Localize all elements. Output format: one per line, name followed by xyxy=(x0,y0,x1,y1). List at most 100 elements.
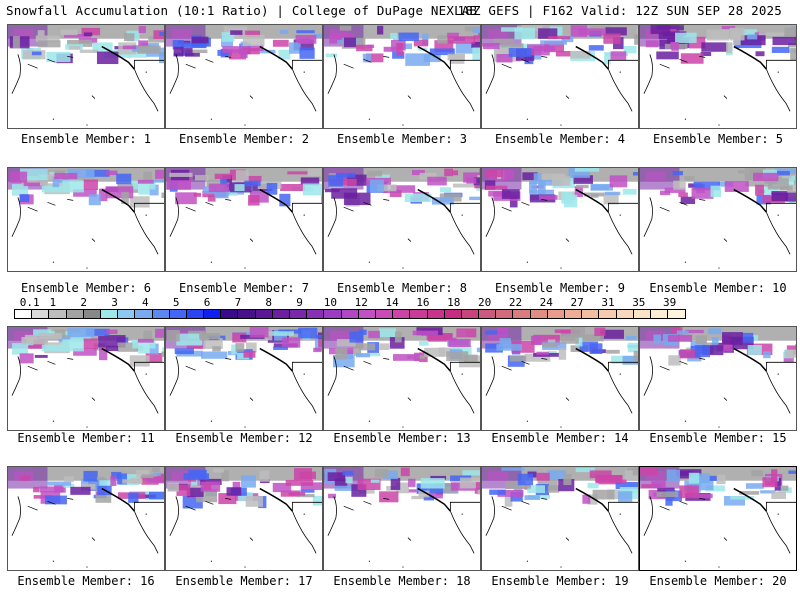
ensemble-member-map-9 xyxy=(481,167,639,272)
model-run-info: 18Z GEFS | F162 Valid: 12Z SUN SEP 28 20… xyxy=(457,3,782,18)
colorbar-tick-label: 31 xyxy=(601,296,615,309)
colorbar-swatch xyxy=(599,310,617,318)
ensemble-member-map-5 xyxy=(639,24,797,129)
colorbar-swatch xyxy=(358,310,376,318)
ensemble-member-label: Ensemble Member: 11 xyxy=(17,431,155,445)
ensemble-member-label: Ensemble Member: 17 xyxy=(175,574,313,588)
colorbar-tick-label: 39 xyxy=(663,296,677,309)
colorbar-swatch xyxy=(255,310,273,318)
ensemble-member-label: Ensemble Member: 15 xyxy=(649,431,787,445)
colorbar-tick-label: 2 xyxy=(80,296,87,309)
ensemble-member-map-7 xyxy=(165,167,323,272)
colorbar-swatch xyxy=(324,310,342,318)
ensemble-member-label: Ensemble Member: 10 xyxy=(649,281,787,295)
colorbar-swatch xyxy=(444,310,462,318)
colorbar-swatch xyxy=(118,310,136,318)
colorbar-tick-label: 10 xyxy=(323,296,338,309)
colorbar-tick-label: 24 xyxy=(539,296,553,309)
colorbar-swatch xyxy=(135,310,153,318)
ensemble-member-map-14 xyxy=(481,326,639,431)
colorbar-swatch xyxy=(496,310,514,318)
colorbar-tick-label: 18 xyxy=(447,296,461,309)
colorbar-tick-label: 20 xyxy=(477,296,492,309)
colorbar-swatch xyxy=(32,310,50,318)
colorbar-swatch xyxy=(461,310,480,318)
ensemble-member-label: Ensemble Member: 14 xyxy=(491,431,629,445)
ensemble-member-label: Ensemble Member: 2 xyxy=(178,132,310,146)
ensemble-member-map-4 xyxy=(481,24,639,129)
colorbar-swatch xyxy=(410,310,428,318)
colorbar-tick-label: 16 xyxy=(416,296,430,309)
ensemble-member-label: Ensemble Member: 9 xyxy=(494,281,626,295)
ensemble-member-map-20 xyxy=(639,466,797,571)
ensemble-member-map-2 xyxy=(165,24,323,129)
colorbar-swatch xyxy=(169,310,187,318)
snowfall-colorbar xyxy=(14,309,687,319)
colorbar-swatch xyxy=(375,310,394,318)
ensemble-member-map-19 xyxy=(481,466,639,571)
colorbar-tick-label: 7 xyxy=(234,296,242,309)
colorbar-swatch xyxy=(100,310,119,318)
ensemble-member-map-18 xyxy=(323,466,481,571)
ensemble-member-label: Ensemble Member: 8 xyxy=(336,281,468,295)
colorbar-tick-label: 4 xyxy=(142,296,149,309)
colorbar-tick-label: 12 xyxy=(354,296,368,309)
ensemble-member-label: Ensemble Member: 6 xyxy=(20,281,152,295)
colorbar-swatch xyxy=(547,310,565,318)
colorbar-swatch xyxy=(238,310,256,318)
colorbar-swatch xyxy=(530,310,548,318)
colorbar-swatch xyxy=(513,310,531,318)
map-title: Snowfall Accumulation (10:1 Ratio) | Col… xyxy=(6,3,478,18)
colorbar-tick-label: 35 xyxy=(632,296,646,309)
ensemble-member-map-17 xyxy=(165,466,323,571)
colorbar-tick-label: 3 xyxy=(111,296,118,309)
colorbar-swatch xyxy=(393,310,411,318)
ensemble-member-map-10 xyxy=(639,167,797,272)
colorbar-tick-label: 9 xyxy=(296,296,303,309)
ensemble-member-label: Ensemble Member: 7 xyxy=(178,281,310,295)
colorbar-swatch xyxy=(427,310,445,318)
colorbar-swatch xyxy=(616,310,634,318)
ensemble-member-label: Ensemble Member: 19 xyxy=(491,574,629,588)
colorbar-swatch xyxy=(668,310,686,318)
colorbar-tick-label: 8 xyxy=(265,296,273,309)
ensemble-member-map-12 xyxy=(165,326,323,431)
ensemble-member-label: Ensemble Member: 16 xyxy=(17,574,155,588)
colorbar-swatch xyxy=(307,310,325,318)
ensemble-member-map-13 xyxy=(323,326,481,431)
colorbar-swatch xyxy=(204,310,222,318)
colorbar-tick-label: 22 xyxy=(508,296,523,309)
colorbar-swatch xyxy=(290,310,308,318)
colorbar-swatch xyxy=(152,310,170,318)
colorbar-swatch xyxy=(565,310,583,318)
colorbar-swatch xyxy=(83,310,101,318)
colorbar-swatch xyxy=(66,310,84,318)
colorbar-swatch xyxy=(633,310,651,318)
colorbar-tick-label: 0.1 xyxy=(19,296,40,309)
ensemble-member-label: Ensemble Member: 18 xyxy=(333,574,471,588)
colorbar-swatch xyxy=(15,310,33,318)
ensemble-member-label: Ensemble Member: 4 xyxy=(494,132,626,146)
ensemble-member-map-16 xyxy=(7,466,165,571)
colorbar-swatch xyxy=(650,310,669,318)
colorbar-tick-label: 6 xyxy=(203,296,211,309)
colorbar-swatch xyxy=(186,310,205,318)
ensemble-member-map-15 xyxy=(639,326,797,431)
ensemble-member-label: Ensemble Member: 20 xyxy=(649,574,787,588)
colorbar-tick-label: 27 xyxy=(570,296,584,309)
ensemble-member-map-3 xyxy=(323,24,481,129)
colorbar-tick-label: 1 xyxy=(49,296,57,309)
colorbar-swatch xyxy=(479,310,497,318)
colorbar-swatch xyxy=(272,310,290,318)
ensemble-member-map-11 xyxy=(7,326,165,431)
ensemble-member-label: Ensemble Member: 5 xyxy=(652,132,784,146)
ensemble-member-map-8 xyxy=(323,167,481,272)
colorbar-swatch xyxy=(221,310,239,318)
ensemble-member-map-1 xyxy=(7,24,165,129)
ensemble-member-label: Ensemble Member: 12 xyxy=(175,431,313,445)
colorbar-swatch xyxy=(582,310,600,318)
colorbar-swatch xyxy=(49,310,67,318)
ensemble-member-label: Ensemble Member: 3 xyxy=(336,132,468,146)
ensemble-member-label: Ensemble Member: 1 xyxy=(20,132,152,146)
colorbar-tick-label: 5 xyxy=(172,296,180,309)
